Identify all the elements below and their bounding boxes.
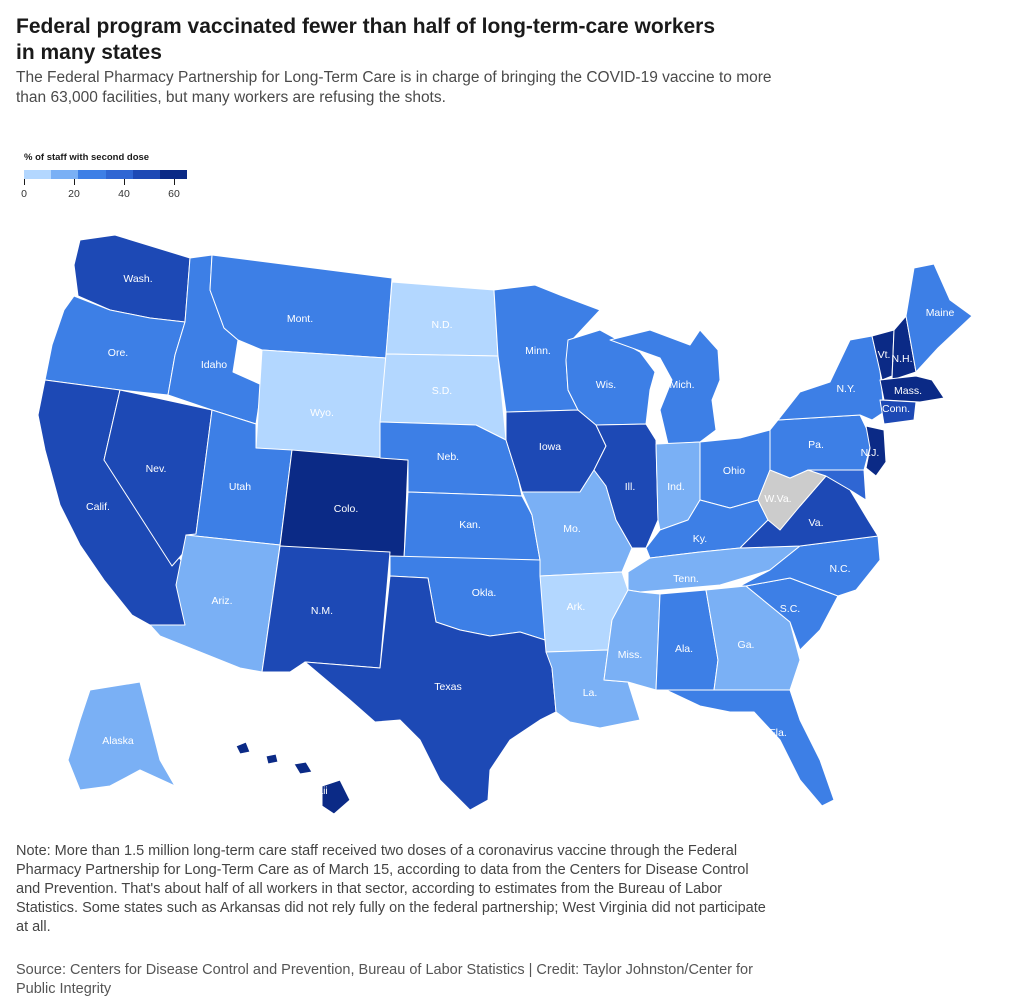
us-choropleth-map: Wash. Ore. Calif. Nev. Idaho Mont. Wyo. …	[0, 225, 1024, 825]
legend-label-0: 0	[21, 188, 27, 200]
label-kansas: Kan.	[459, 519, 481, 531]
label-minnesota: Minn.	[525, 345, 551, 357]
legend-swatch-6	[159, 170, 188, 179]
legend-swatch-3	[78, 170, 106, 179]
state-texas[interactable]	[304, 575, 557, 811]
state-connecticut[interactable]	[879, 399, 917, 425]
label-new-jersey: N.J.	[861, 447, 880, 459]
state-new-york[interactable]	[777, 335, 885, 421]
state-hawaii-kauai[interactable]	[235, 741, 251, 755]
label-pennsylvania: Pa.	[808, 439, 824, 451]
label-arizona: Ariz.	[212, 595, 233, 607]
legend-color-ramp	[24, 170, 188, 179]
chart-subtitle: The Federal Pharmacy Partnership for Lon…	[16, 69, 772, 106]
label-illinois: Ill.	[625, 481, 636, 493]
legend-ticks	[24, 179, 187, 187]
label-arkansas: Ark.	[567, 601, 586, 613]
label-new-hampshire: N.H.	[892, 353, 913, 365]
label-south-carolina: S.C.	[780, 603, 800, 615]
state-north-carolina[interactable]	[739, 535, 881, 597]
label-indiana: Ind.	[667, 481, 685, 493]
legend-swatch-2	[51, 170, 79, 179]
label-utah: Utah	[229, 481, 251, 493]
footnote: Note: More than 1.5 million long-term ca…	[16, 843, 766, 935]
chart-title: Federal program vaccinated fewer than ha…	[16, 15, 716, 64]
state-hawaii-big-island[interactable]	[321, 779, 351, 815]
label-vermont: Vt.	[878, 349, 891, 361]
legend-swatch-5	[132, 170, 160, 179]
label-alaska: Alaska	[102, 735, 134, 747]
label-idaho: Idaho	[201, 359, 227, 371]
label-maine: Maine	[926, 307, 955, 319]
color-legend: % of staff with second dose 0 20 40 60	[18, 152, 218, 206]
label-mississippi: Miss.	[618, 649, 643, 661]
label-ohio: Ohio	[723, 465, 745, 477]
label-oregon: Ore.	[108, 347, 128, 359]
map-svg: Wash. Ore. Calif. Nev. Idaho Mont. Wyo. …	[37, 234, 973, 815]
label-connecticut: Conn.	[882, 403, 910, 415]
label-wisconsin: Wis.	[596, 379, 616, 391]
legend-tick-0	[24, 179, 25, 185]
legend-label-60: 60	[168, 188, 180, 200]
legend-tick-40	[124, 179, 125, 185]
label-iowa: Iowa	[539, 441, 561, 453]
label-california: Calif.	[86, 501, 110, 513]
label-nevada: Nev.	[146, 463, 167, 475]
label-kentucky: Ky.	[693, 533, 707, 545]
label-new-york: N.Y.	[836, 383, 855, 395]
state-delaware-maryland[interactable]	[807, 469, 867, 501]
legend-swatch-4	[105, 170, 133, 179]
label-florida: Fla.	[769, 727, 787, 739]
legend-title: % of staff with second dose	[24, 152, 150, 163]
label-nebraska: Neb.	[437, 451, 459, 463]
legend-tick-20	[74, 179, 75, 185]
label-virginia: Va.	[809, 517, 824, 529]
label-michigan: Mich.	[669, 379, 694, 391]
label-north-carolina: N.C.	[830, 563, 851, 575]
label-south-dakota: S.D.	[432, 385, 452, 397]
state-michigan[interactable]	[609, 329, 721, 445]
state-new-jersey[interactable]	[865, 425, 887, 477]
label-west-virginia: W.Va.	[764, 493, 791, 505]
source-credit: Source: Centers for Disease Control and …	[16, 962, 753, 997]
label-alabama: Ala.	[675, 643, 693, 655]
label-washington: Wash.	[123, 273, 152, 285]
state-illinois[interactable]	[593, 423, 659, 549]
legend-label-40: 40	[118, 188, 130, 200]
label-louisiana: La.	[583, 687, 598, 699]
label-montana: Mont.	[287, 313, 313, 325]
label-massachusetts: Mass.	[894, 385, 922, 397]
label-hawaii: Hawaii	[296, 785, 328, 797]
label-north-dakota: N.D.	[432, 319, 453, 331]
state-hawaii-oahu[interactable]	[265, 753, 279, 765]
state-maine[interactable]	[905, 263, 973, 373]
label-georgia: Ga.	[738, 639, 755, 651]
legend-label-20: 20	[68, 188, 80, 200]
label-oklahoma: Okla.	[472, 587, 497, 599]
legend-swatch-1	[24, 170, 52, 179]
label-missouri: Mo.	[563, 523, 581, 535]
label-texas: Texas	[434, 681, 461, 693]
state-hawaii-maui[interactable]	[293, 761, 313, 775]
state-alaska[interactable]	[67, 681, 176, 791]
state-florida[interactable]	[665, 689, 835, 807]
legend-tick-60	[174, 179, 175, 185]
state-wyoming[interactable]	[255, 349, 387, 461]
label-wyoming: Wyo.	[310, 407, 334, 419]
label-new-mexico: N.M.	[311, 605, 333, 617]
label-tennessee: Tenn.	[673, 573, 699, 585]
label-colorado: Colo.	[334, 503, 359, 515]
